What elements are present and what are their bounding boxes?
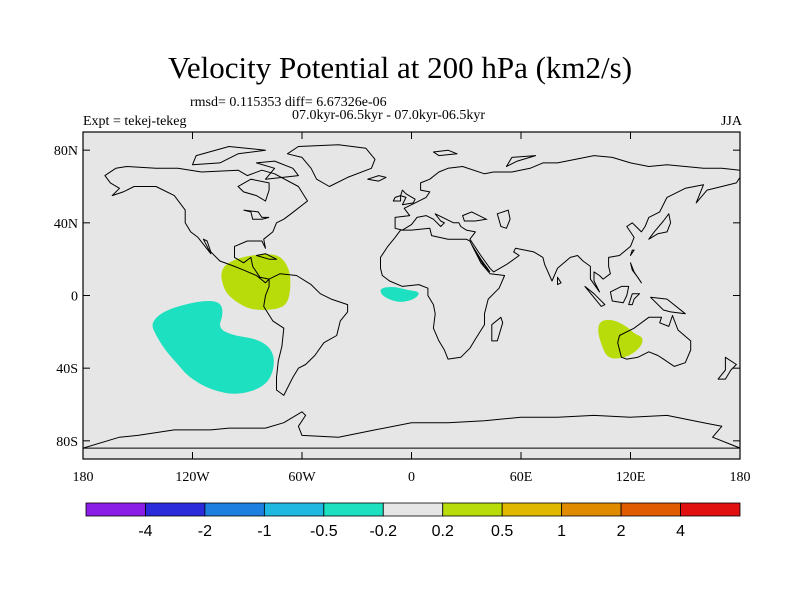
coastline-sri-lanka xyxy=(557,276,562,286)
coastline-taiwan xyxy=(630,249,635,256)
lake-red-sea xyxy=(471,244,491,273)
colorbar-label: -0.5 xyxy=(310,523,338,540)
lon-tick-label: 60W xyxy=(288,470,316,485)
colorbar-label: -4 xyxy=(138,523,152,540)
colorbar-label: 1 xyxy=(557,523,566,540)
experiment-label: Expt = tekej-tekeg xyxy=(83,114,187,129)
lake-great-lakes xyxy=(243,209,270,220)
coastline-australia xyxy=(617,315,692,367)
coastline-ireland xyxy=(392,195,402,202)
colorbar-box xyxy=(263,502,325,517)
lon-tick-label: 0 xyxy=(408,470,415,485)
colorbar-label: 0.5 xyxy=(491,523,513,540)
colorbar-box xyxy=(620,502,681,517)
colorbar-box xyxy=(85,502,146,517)
lon-tick-label: 180 xyxy=(73,470,94,485)
coastline-philippines xyxy=(630,262,642,284)
colorbar-box xyxy=(680,502,741,517)
colorbar-box xyxy=(145,502,206,517)
coastline-iceland xyxy=(367,175,387,182)
coastline-africa xyxy=(380,227,506,360)
lat-tick-label: 0 xyxy=(71,290,78,305)
colorbar-label: 0.2 xyxy=(432,523,454,540)
lake-black-sea xyxy=(461,211,488,222)
coastline-madagascar xyxy=(491,316,504,342)
colorbar-label: -0.2 xyxy=(369,523,397,540)
colorbar-label: -2 xyxy=(198,523,212,540)
coastline-antarctica xyxy=(83,411,740,449)
coastline-uk xyxy=(400,189,416,206)
lon-tick-label: 120E xyxy=(616,470,646,485)
lon-tick-label: 120W xyxy=(175,470,210,485)
colorbar-label: 4 xyxy=(676,523,685,540)
map-layers xyxy=(83,144,740,449)
lake-caspian xyxy=(496,209,511,229)
lat-tick-label: 80N xyxy=(54,144,78,159)
coastline-japan xyxy=(648,213,672,240)
coastline-new-zealand xyxy=(717,356,737,380)
coastline-sumatra xyxy=(584,285,606,307)
anomaly-gulf-of-guinea-negative xyxy=(380,287,419,302)
coastline-arctic-islands xyxy=(192,146,266,166)
colorbar-box xyxy=(442,502,503,517)
colorbar-label: 2 xyxy=(617,523,626,540)
colorbar-box xyxy=(323,502,384,517)
lat-tick-label: 80S xyxy=(56,435,78,450)
coastline-new-guinea xyxy=(650,296,686,315)
lon-tick-label: 180 xyxy=(730,470,751,485)
coastline-south-america xyxy=(263,273,349,396)
coastline-cuba xyxy=(255,253,277,260)
coastline-greenland xyxy=(286,144,376,187)
colorbar-box xyxy=(501,502,563,517)
coastline-eurasia xyxy=(394,155,740,293)
season-label: JJA xyxy=(720,114,742,129)
coastline-novaya-zemlya xyxy=(505,155,537,167)
lat-tick-label: 40S xyxy=(56,362,78,377)
lake-hudson-bay xyxy=(237,178,270,202)
rmsd-diff-label: rmsd= 0.115353 diff= 6.67326e-06 xyxy=(190,95,387,110)
anomaly-australia-positive xyxy=(598,319,643,359)
lat-tick-label: 40N xyxy=(54,217,78,232)
coastline-baffin xyxy=(255,160,299,180)
lon-tick-label: 60E xyxy=(510,470,533,485)
coastline-north-america xyxy=(104,166,308,284)
colorbar-label: -1 xyxy=(257,523,271,540)
coastline-sulawesi xyxy=(628,293,641,306)
coastline-svalbard xyxy=(432,149,458,157)
period-label: 07.0kyr-06.5kyr - 07.0kyr-06.5kyr xyxy=(292,108,486,123)
coastline-borneo xyxy=(609,285,630,304)
colorbar-box xyxy=(204,502,265,517)
colorbar-box xyxy=(382,502,444,517)
anomaly-east-pacific-negative xyxy=(152,301,274,394)
map-title: Velocity Potential at 200 hPa (km2/s) xyxy=(167,50,633,85)
colorbar-box xyxy=(561,502,622,517)
